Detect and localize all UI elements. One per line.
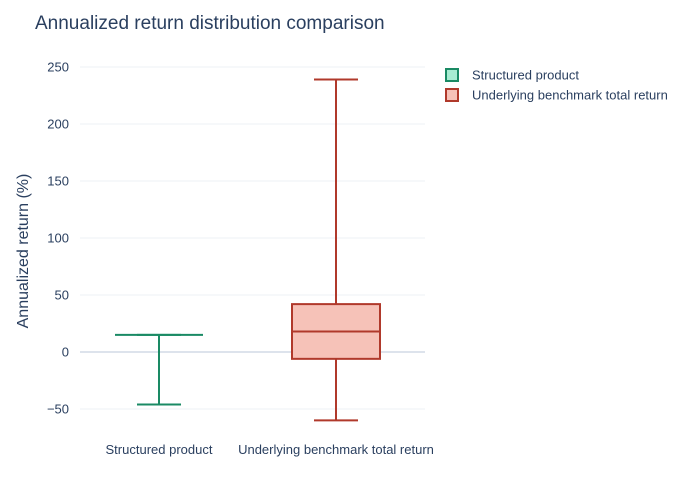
y-tick-label: 100 <box>47 231 69 246</box>
legend-item[interactable]: Structured product <box>445 68 579 83</box>
chart-title: Annualized return distribution compariso… <box>35 13 385 34</box>
y-tick-label: 250 <box>47 60 69 75</box>
x-axis-ticks: Structured product Underlying benchmark t… <box>106 442 434 457</box>
legend-swatch <box>445 88 459 102</box>
legend: Structured product Underlying benchmark t… <box>445 68 668 103</box>
legend-label: Structured product <box>472 68 579 83</box>
y-axis-title: Annualized return (%) <box>15 174 32 329</box>
legend-label: Underlying benchmark total return <box>472 88 668 103</box>
y-tick-label: −50 <box>47 402 69 417</box>
y-tick-label: 50 <box>55 288 69 303</box>
y-tick-label: 0 <box>62 345 69 360</box>
y-tick-label: 150 <box>47 174 69 189</box>
box-2 <box>291 78 381 422</box>
legend-swatch <box>445 68 459 82</box>
y-axis-ticks: −50 0 50 100 150 200 250 <box>47 60 69 417</box>
x-tick-label: Underlying benchmark total return <box>238 442 434 457</box>
legend-item[interactable]: Underlying benchmark total return <box>445 88 668 103</box>
box-1 <box>115 333 203 406</box>
y-tick-label: 200 <box>47 117 69 132</box>
plot-area <box>115 78 381 422</box>
x-tick-label: Structured product <box>106 442 213 457</box>
